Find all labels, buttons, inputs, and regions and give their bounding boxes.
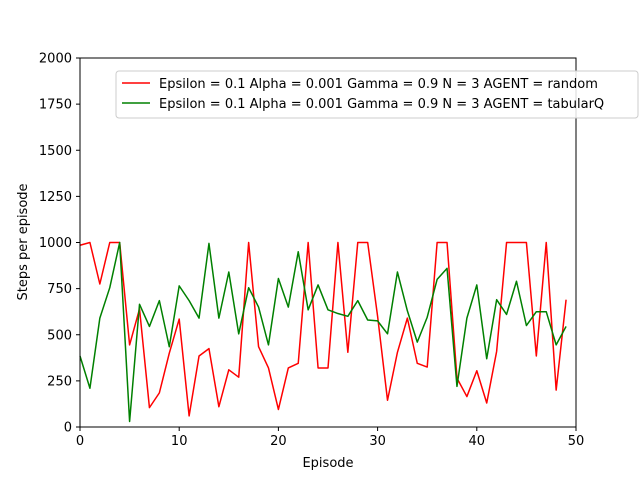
x-tick-label: 30 xyxy=(369,434,386,449)
legend: Epsilon = 0.1 Alpha = 0.001 Gamma = 0.9 … xyxy=(115,70,639,119)
plot-area xyxy=(79,241,567,423)
x-tick-label: 50 xyxy=(568,434,585,449)
x-tick-label: 20 xyxy=(270,434,287,449)
x-tick-label: 40 xyxy=(469,434,486,449)
y-tick-label: 500 xyxy=(47,328,72,343)
y-axis-label: Steps per episode xyxy=(16,183,31,300)
x-tick-label: 0 xyxy=(76,434,84,449)
y-tick-label: 750 xyxy=(47,282,72,297)
y-tick-label: 1000 xyxy=(39,236,72,251)
legend-label-random: Epsilon = 0.1 Alpha = 0.001 Gamma = 0.9 … xyxy=(159,77,598,92)
y-tick-label: 1750 xyxy=(39,98,72,113)
legend-box xyxy=(115,70,639,119)
x-axis-label: Episode xyxy=(302,456,353,471)
y-tick-label: 2000 xyxy=(39,52,72,67)
x-axis-ticks: 0 10 20 30 40 50 xyxy=(76,427,584,449)
y-tick-label: 1250 xyxy=(39,190,72,205)
y-tick-label: 250 xyxy=(47,374,72,389)
x-tick-label: 10 xyxy=(171,434,188,449)
series-line-0 xyxy=(79,241,567,417)
y-axis-ticks: 0 250 500 750 1000 1250 1500 1750 2000 xyxy=(39,52,80,436)
series-line-1 xyxy=(79,241,567,423)
legend-label-tabularq: Epsilon = 0.1 Alpha = 0.001 Gamma = 0.9 … xyxy=(159,97,604,112)
y-tick-label: 0 xyxy=(64,421,72,436)
y-tick-label: 1500 xyxy=(39,144,72,159)
